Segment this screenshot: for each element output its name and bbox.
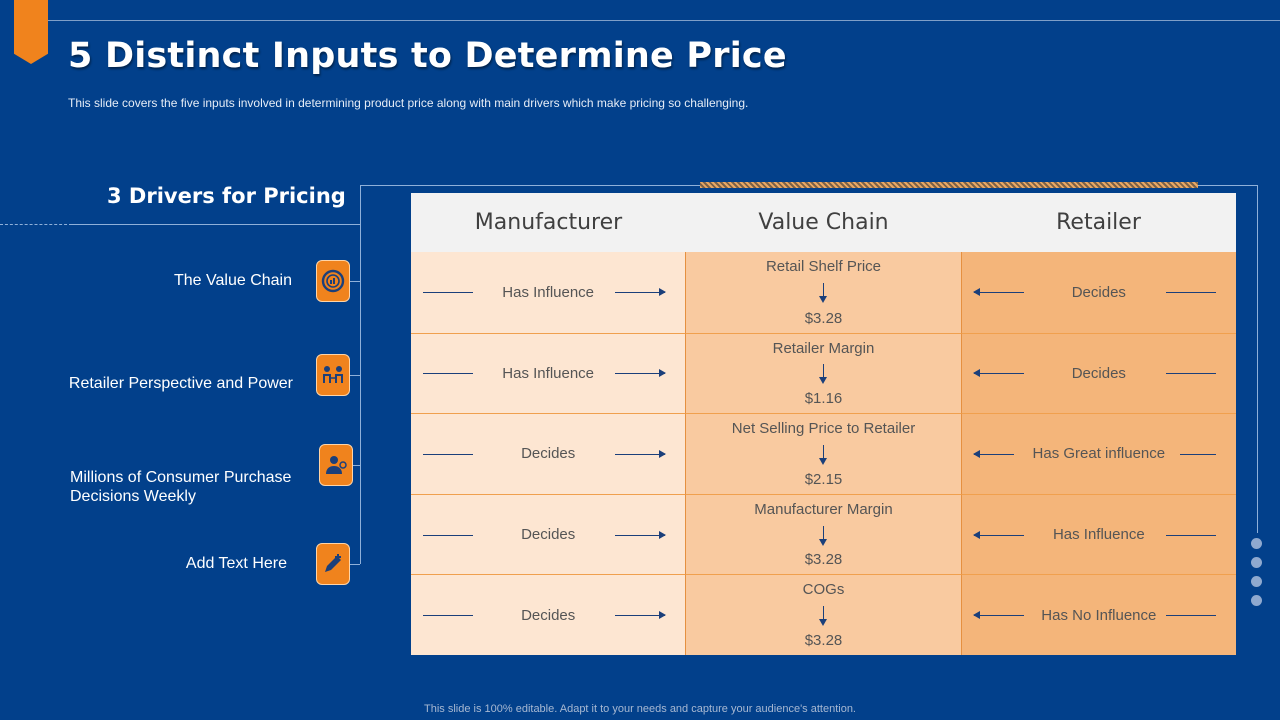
driver-label-add-text: Add Text Here <box>185 555 287 572</box>
value-chain-cell: Retailer Margin $1.16 <box>685 332 961 414</box>
chain-value: $3.28 <box>804 309 843 327</box>
dot-icon <box>1251 595 1262 606</box>
connector-tick <box>350 375 360 376</box>
retailer-influence: Decides <box>1071 283 1126 301</box>
arrow-down-icon <box>818 525 827 546</box>
connector-vertical <box>360 185 361 564</box>
retailer-cell: Has No Influence <box>960 574 1236 655</box>
chain-label: Net Selling Price to Retailer <box>731 420 916 438</box>
table-row: Has Influence Retail Shelf Price $3.28 D… <box>411 252 1236 333</box>
people-exchange-icon <box>316 354 350 396</box>
arrow-right-icon <box>615 530 667 539</box>
connector-right <box>1257 185 1258 533</box>
manufacturer-cell: Has Influence <box>411 332 686 414</box>
chain-label: Manufacturer Margin <box>754 500 893 518</box>
manufacturer-cell: Decides <box>411 493 686 575</box>
table-row: Has Influence Retailer Margin $1.16 Deci… <box>411 332 1236 414</box>
manufacturer-influence: Decides <box>521 606 576 624</box>
table-header: Manufacturer Value Chain Retailer <box>411 193 1236 252</box>
arrow-down-icon <box>818 444 827 465</box>
chain-value: $3.28 <box>804 631 843 649</box>
arrow-right-icon <box>615 369 667 378</box>
consumer-icon <box>319 444 353 486</box>
manufacturer-influence: Decides <box>521 445 576 463</box>
header-manufacturer: Manufacturer <box>474 210 623 235</box>
header-retailer: Retailer <box>1056 210 1141 235</box>
table-row: Decides COGs $3.28 Has No Influence <box>411 574 1236 655</box>
chain-value: $3.28 <box>804 551 843 569</box>
connector-line <box>1165 373 1216 375</box>
heading-dash-rule <box>0 224 72 225</box>
connector-line <box>423 615 473 617</box>
slide-subtitle: This slide covers the five inputs involv… <box>68 96 749 110</box>
arrow-right-icon <box>615 288 667 297</box>
table-row: Decides Net Selling Price to Retailer $2… <box>411 413 1236 494</box>
arrow-left-icon <box>972 530 1024 539</box>
retailer-influence: Has Influence <box>1052 526 1145 544</box>
edit-add-icon <box>316 543 350 585</box>
top-rule <box>48 20 1280 21</box>
pricing-table: Manufacturer Value Chain Retailer Has In… <box>411 193 1236 655</box>
dot-icon <box>1251 557 1262 568</box>
arrow-left-icon <box>972 611 1024 620</box>
chain-label: Retail Shelf Price <box>765 258 882 275</box>
manufacturer-cell: Has Influence <box>411 252 686 333</box>
chain-label: Retailer Margin <box>772 339 875 357</box>
connector-line <box>423 292 473 294</box>
connector-tick <box>350 281 360 282</box>
connector-line <box>1179 453 1216 455</box>
slide-title: 5 Distinct Inputs to Determine Price <box>68 36 787 76</box>
connector-line <box>423 534 473 536</box>
connector-line <box>1165 534 1216 536</box>
arrow-down-icon <box>818 606 827 627</box>
connector-line <box>1165 292 1216 294</box>
retailer-cell: Decides <box>960 252 1236 333</box>
table-row: Decides Manufacturer Margin $3.28 Has In… <box>411 493 1236 575</box>
connector-line <box>423 373 473 375</box>
value-chain-cell: Manufacturer Margin $3.28 <box>685 493 961 575</box>
manufacturer-influence: Has Influence <box>502 364 595 382</box>
value-chain-cell: COGs $3.28 <box>685 574 961 655</box>
pagination-dots <box>1251 538 1262 614</box>
header-value-chain: Value Chain <box>758 210 889 235</box>
connector-tick <box>350 465 360 466</box>
driver-label-retailer-power: Retailer Perspective and Power <box>68 375 293 392</box>
retailer-cell: Decides <box>960 332 1236 414</box>
chain-label: COGs <box>802 581 845 599</box>
hatch-bar <box>700 182 1198 188</box>
manufacturer-influence: Has Influence <box>502 283 595 301</box>
arrow-left-icon <box>972 288 1024 297</box>
value-chain-cell: Net Selling Price to Retailer $2.15 <box>685 413 961 494</box>
retailer-influence: Has Great influence <box>1032 445 1166 463</box>
connector-line <box>1165 615 1216 617</box>
connector-line <box>423 453 473 455</box>
value-chain-cell: Retail Shelf Price $3.28 <box>685 252 961 333</box>
drivers-heading: 3 Drivers for Pricing <box>107 184 346 208</box>
arrow-left-icon <box>972 369 1024 378</box>
dot-icon <box>1251 538 1262 549</box>
dot-icon <box>1251 576 1262 587</box>
retailer-influence: Decides <box>1071 364 1126 382</box>
chain-value: $2.15 <box>804 470 843 488</box>
arrow-left-icon <box>972 449 1014 458</box>
retailer-influence: Has No Influence <box>1041 606 1157 624</box>
manufacturer-cell: Decides <box>411 413 686 494</box>
retailer-cell: Has Great influence <box>960 413 1236 494</box>
heading-rule <box>72 224 360 225</box>
arrow-right-icon <box>615 449 667 458</box>
slide-footer: This slide is 100% editable. Adapt it to… <box>424 703 856 715</box>
driver-label-value-chain: The Value Chain <box>174 272 292 289</box>
driver-label-consumer-decisions: Millions of Consumer Purchase Decisions … <box>70 469 292 505</box>
manufacturer-cell: Decides <box>411 574 686 655</box>
manufacturer-influence: Decides <box>521 526 576 544</box>
retailer-cell: Has Influence <box>960 493 1236 575</box>
value-chain-icon <box>316 260 350 302</box>
connector-tick <box>350 564 360 565</box>
bookmark-ribbon <box>14 0 48 64</box>
arrow-right-icon <box>615 611 667 620</box>
chain-value: $1.16 <box>804 390 843 408</box>
arrow-down-icon <box>818 364 827 385</box>
arrow-down-icon <box>818 283 827 304</box>
